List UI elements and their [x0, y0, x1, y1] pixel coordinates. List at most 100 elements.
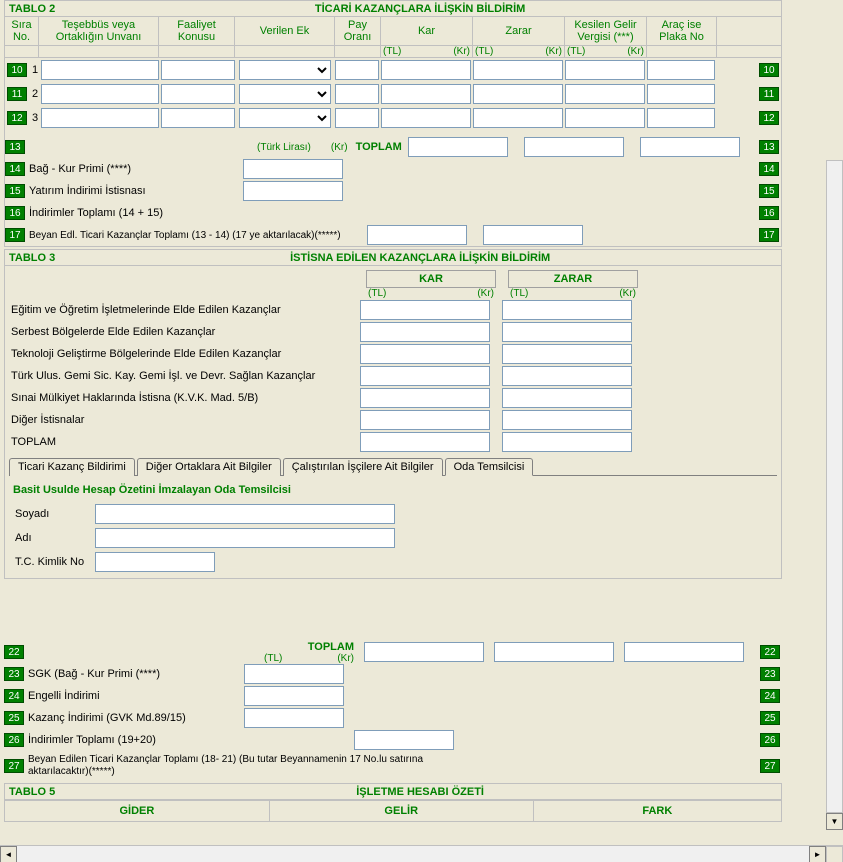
- kar-input[interactable]: [381, 60, 471, 80]
- kesilen-input[interactable]: [565, 84, 645, 104]
- beyan-zarar-input[interactable]: [483, 225, 583, 245]
- tab-oda[interactable]: Oda Temsilcisi: [445, 458, 534, 476]
- soyadi-label: Soyadı: [15, 508, 95, 520]
- tablo2-columns: Sıra No. Teşebbüs veya Ortaklığın Unvanı…: [5, 17, 781, 46]
- fark-header: FARK: [533, 801, 781, 821]
- sgk-input[interactable]: [244, 664, 344, 684]
- zarar-input[interactable]: [502, 366, 632, 386]
- tab-calistirilan[interactable]: Çalıştırılan İşçilere Ait Bilgiler: [283, 458, 443, 476]
- table-row: Eğitim ve Öğretim İşletmelerinde Elde Ed…: [5, 299, 781, 321]
- payorani-input[interactable]: [335, 108, 379, 128]
- kar-input[interactable]: [360, 388, 490, 408]
- toplam-zarar[interactable]: [502, 432, 632, 452]
- kar-input[interactable]: [360, 344, 490, 364]
- zarar-input[interactable]: [502, 322, 632, 342]
- table-row: Serbest Bölgelerde Elde Edilen Kazançlar: [5, 321, 781, 343]
- zarar-input[interactable]: [502, 410, 632, 430]
- tck-input[interactable]: [95, 552, 215, 572]
- col-zarar: Zarar: [473, 17, 565, 45]
- tablo2-panel: TABLO 2 TİCARİ KAZANÇLARA İLİŞKİN BİLDİR…: [4, 0, 782, 247]
- col-verilenek: Verilen Ek: [235, 17, 335, 45]
- tesebbüs-input[interactable]: [41, 84, 159, 104]
- kar-input[interactable]: [360, 410, 490, 430]
- col-sira: Sıra No.: [5, 17, 39, 45]
- plaka-input[interactable]: [647, 108, 715, 128]
- toplam-label: TOPLAM: [264, 641, 354, 653]
- payorani-input[interactable]: [335, 84, 379, 104]
- zarar-input[interactable]: [502, 300, 632, 320]
- bagkur-input[interactable]: [243, 159, 343, 179]
- kesilen-input[interactable]: [565, 60, 645, 80]
- indirimler-input[interactable]: [354, 730, 454, 750]
- toplam-2-input[interactable]: [494, 642, 614, 662]
- beyan-kar-input[interactable]: [367, 225, 467, 245]
- table-row: Teknoloji Geliştirme Bölgelerinde Elde E…: [5, 343, 781, 365]
- rownum-right: 10: [759, 63, 779, 77]
- plaka-input[interactable]: [647, 60, 715, 80]
- row15-label: Yatırım İndirimi İstisnası: [27, 185, 243, 197]
- gider-header: GİDER: [5, 801, 269, 821]
- tesebbüs-input[interactable]: [41, 108, 159, 128]
- gelir-header: GELİR: [269, 801, 533, 821]
- block2: 22 TOPLAM (TL) (Kr) 22: [4, 641, 782, 781]
- tablo5-title: İŞLETME HESABI ÖZETİ: [59, 786, 781, 798]
- toplam-zarar-input[interactable]: [524, 137, 624, 157]
- payorani-input[interactable]: [335, 60, 379, 80]
- adi-label: Adı: [15, 532, 95, 544]
- vertical-scrollbar[interactable]: ▼: [826, 0, 843, 830]
- verilenek-select[interactable]: [239, 108, 331, 128]
- verilenek-select[interactable]: [239, 60, 331, 80]
- soyadi-input[interactable]: [95, 504, 395, 524]
- verilenek-select[interactable]: [239, 84, 331, 104]
- kar-header: KAR: [366, 270, 496, 288]
- toplam-1-input[interactable]: [364, 642, 484, 662]
- plaka-input[interactable]: [647, 84, 715, 104]
- col-payorani: Pay Oranı: [335, 17, 381, 45]
- engelli-input[interactable]: [244, 686, 344, 706]
- zarar-input[interactable]: [473, 108, 563, 128]
- kar-input[interactable]: [381, 108, 471, 128]
- kar-input[interactable]: [360, 300, 490, 320]
- table-row: 12 3 12: [5, 106, 781, 130]
- faaliyet-input[interactable]: [161, 60, 235, 80]
- tablo2-title: TİCARİ KAZANÇLARA İLİŞKİN BİLDİRİM: [59, 3, 781, 15]
- faaliyet-input[interactable]: [161, 108, 235, 128]
- col-plaka: Araç ise Plaka No: [647, 17, 717, 45]
- toplam-kar-input[interactable]: [408, 137, 508, 157]
- col-kar: Kar: [381, 17, 473, 45]
- zarar-header: ZARAR: [508, 270, 638, 288]
- tesebbüs-input[interactable]: [41, 60, 159, 80]
- oda-panel: Basit Usulde Hesap Özetini İmzalayan Oda…: [5, 476, 781, 578]
- kar-input[interactable]: [360, 366, 490, 386]
- adi-input[interactable]: [95, 528, 395, 548]
- kar-input[interactable]: [360, 322, 490, 342]
- table-row: 10 1 10: [5, 58, 781, 82]
- kar-input[interactable]: [381, 84, 471, 104]
- kesilen-input[interactable]: [565, 108, 645, 128]
- tablo5-panel: TABLO 5 İŞLETME HESABI ÖZETİ GİDER GELİR…: [4, 783, 782, 822]
- tabs: Ticari Kazanç Bildirimi Diğer Ortaklara …: [9, 457, 777, 476]
- zarar-input[interactable]: [473, 60, 563, 80]
- tablo3-title: İSTİSNA EDİLEN KAZANÇLARA İLİŞKİN BİLDİR…: [59, 252, 781, 264]
- table-row: Türk Ulus. Gemi Sic. Kay. Gemi İşl. ve D…: [5, 365, 781, 387]
- col-kesilen: Kesilen Gelir Vergisi (***): [565, 17, 647, 45]
- row14-label: Bağ - Kur Primi (****): [27, 163, 243, 175]
- toplam-kar[interactable]: [360, 432, 490, 452]
- yatirim-input[interactable]: [243, 181, 343, 201]
- col-faaliyet: Faaliyet Konusu: [159, 17, 235, 45]
- tab-diger[interactable]: Diğer Ortaklara Ait Bilgiler: [137, 458, 281, 476]
- tab-ticari[interactable]: Ticari Kazanç Bildirimi: [9, 458, 135, 476]
- tablo2-label: TABLO 2: [5, 3, 59, 15]
- toplam-label: TOPLAM: [356, 141, 402, 153]
- zarar-input[interactable]: [502, 344, 632, 364]
- col-tesebbüs: Teşebbüs veya Ortaklığın Unvanı: [39, 17, 159, 45]
- zarar-input[interactable]: [473, 84, 563, 104]
- horizontal-scrollbar[interactable]: ◄ ►: [0, 845, 843, 862]
- zarar-input[interactable]: [502, 388, 632, 408]
- oda-title: Basit Usulde Hesap Özetini İmzalayan Oda…: [9, 478, 777, 502]
- toplam-kesilen-input[interactable]: [640, 137, 740, 157]
- faaliyet-input[interactable]: [161, 84, 235, 104]
- kazanc-input[interactable]: [244, 708, 344, 728]
- table-row: Sınai Mülkiyet Haklarında İstisna (K.V.K…: [5, 387, 781, 409]
- toplam-3-input[interactable]: [624, 642, 744, 662]
